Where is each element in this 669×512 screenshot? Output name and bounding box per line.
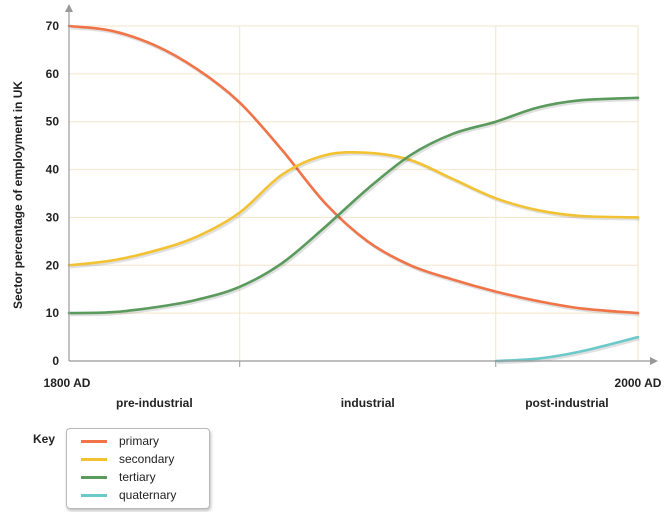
era-label: industrial xyxy=(341,396,395,410)
y-tick-label: 40 xyxy=(46,163,60,177)
series-line-secondary xyxy=(67,150,640,267)
legend-item-primary: primary xyxy=(81,433,159,449)
series-line-quaternary xyxy=(494,335,640,363)
legend-title: Key xyxy=(33,432,56,446)
y-tick-label: 70 xyxy=(46,19,60,33)
series-line-shadow xyxy=(70,153,640,269)
grid xyxy=(69,25,639,361)
series-line-shadow xyxy=(497,337,640,365)
era-label: post-industrial xyxy=(525,396,608,410)
legend-label: primary xyxy=(119,434,160,448)
y-tick-label: 50 xyxy=(46,115,60,129)
y-tick-label: 60 xyxy=(46,67,60,81)
era-label: pre-industrial xyxy=(116,396,193,410)
y-tick-label: 10 xyxy=(46,306,60,320)
legend-item-quaternary: quaternary xyxy=(81,487,176,503)
legend-swatch-primary xyxy=(81,439,107,443)
legend-swatch-quaternary xyxy=(81,493,107,497)
legend-label: tertiary xyxy=(119,470,156,484)
series-lines xyxy=(67,24,640,365)
series-line-tertiary xyxy=(67,96,640,315)
y-axis-label: Sector percentage of employment in UK xyxy=(11,81,25,309)
legend-item-secondary: secondary xyxy=(81,451,174,467)
y-tick-label: 30 xyxy=(46,210,60,224)
y-tick-label: 0 xyxy=(52,354,59,368)
series-line-shadow xyxy=(70,98,640,317)
y-axis-arrow xyxy=(65,4,73,12)
legend-label: quaternary xyxy=(119,488,177,502)
x-tick-label: 2000 AD xyxy=(615,376,662,390)
legend-item-tertiary: tertiary xyxy=(81,469,156,485)
legend: primary secondary tertiary quaternary xyxy=(66,428,210,509)
tick-labels: 0 10 20 30 40 50 60 70 1800 AD 2000 AD pre-industr… xyxy=(44,19,662,410)
series-line-primary xyxy=(67,24,640,315)
legend-swatch-tertiary xyxy=(81,475,107,479)
x-tick-label: 1800 AD xyxy=(44,376,91,390)
legend-swatch-secondary xyxy=(81,457,107,461)
y-tick-label: 20 xyxy=(46,258,60,272)
line-chart: 0 10 20 30 40 50 60 70 1800 AD 2000 AD pre-industr… xyxy=(11,4,662,410)
series-line-shadow xyxy=(70,26,640,317)
x-axis-arrow xyxy=(650,357,658,365)
legend-label: secondary xyxy=(119,452,175,466)
axes xyxy=(65,4,658,367)
